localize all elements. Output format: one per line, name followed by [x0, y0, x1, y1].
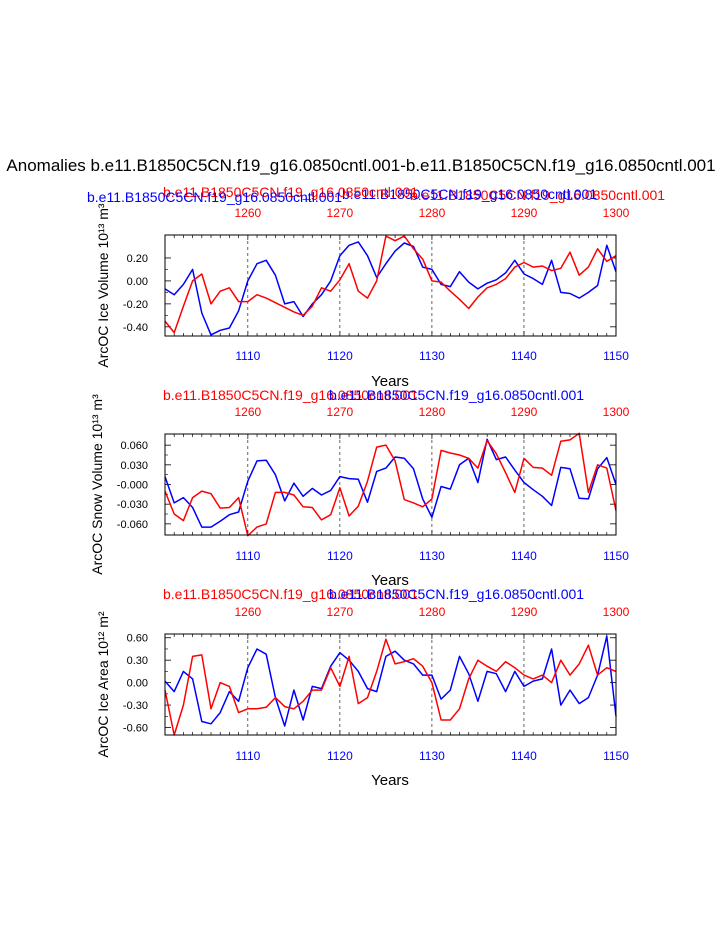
x-tick-label-top: 1260 — [234, 206, 261, 220]
y-tick-label: -0.030 — [117, 499, 148, 511]
y-tick-label: -0.000 — [117, 480, 148, 492]
panel-title-blue-secondary: b.e11.B1850C5CN.f19_g16.0850cntl.001 — [342, 186, 597, 202]
chart-panel-2: b.e11.B1850C5CN.f19_g16.0850cntl.001b.e1… — [89, 387, 630, 589]
panel-title-blue: b.e11.B1850C5CN.f19_g16.0850cntl.001 — [87, 189, 342, 205]
x-tick-label-bottom: 1130 — [419, 349, 445, 363]
x-tick-label-bottom: 1140 — [511, 549, 537, 563]
plot-frame — [164, 234, 617, 337]
panel-title-blue: b.e11.B1850C5CN.f19_g16.0850cntl.001 — [329, 586, 584, 602]
series-line-red — [164, 235, 617, 334]
x-tick-label-bottom: 1150 — [603, 749, 629, 763]
x-tick-label-top: 1280 — [419, 405, 446, 419]
x-tick-label-top: 1260 — [234, 405, 261, 419]
y-tick-label: -0.60 — [123, 723, 148, 735]
x-tick-label-top: 1290 — [511, 405, 538, 419]
x-tick-label-top: 1280 — [419, 605, 446, 619]
chart-panel-3: b.e11.B1850C5CN.f19_g16.0850cntl.001b.e1… — [95, 586, 630, 789]
x-tick-label-bottom: 1120 — [327, 749, 353, 763]
panel-title-blue: b.e11.B1850C5CN.f19_g16.0850cntl.001 — [329, 387, 584, 403]
plot-frame — [164, 633, 617, 736]
x-tick-label-top: 1270 — [327, 405, 354, 419]
x-tick-label-top: 1270 — [327, 206, 354, 220]
figure-main-title: Anomalies b.e11.B1850C5CN.f19_g16.0850cn… — [6, 156, 715, 175]
x-axis-label: Years — [371, 772, 409, 789]
x-tick-label-bottom: 1120 — [327, 549, 353, 563]
y-axis-label: ArcOC Ice Volume 10¹³ m³ — [95, 203, 111, 367]
x-tick-label-top: 1300 — [603, 605, 630, 619]
x-tick-label-bottom: 1140 — [511, 749, 537, 763]
panels: b.e11.B1850C5CN.f19_g16.0850cntl.001b.e1… — [87, 184, 665, 789]
y-tick-label: 0.20 — [127, 253, 148, 265]
panel-title-red: b.e11.B1850C5CN.f19_g16.0850cntl.001 — [163, 586, 418, 602]
series-line-red — [164, 432, 617, 537]
y-tick-label: 0.060 — [120, 440, 148, 452]
x-tick-label-top: 1300 — [603, 206, 630, 220]
y-tick-label: 0.00 — [127, 276, 148, 288]
x-tick-label-bottom: 1110 — [235, 549, 260, 563]
x-tick-label-bottom: 1150 — [603, 549, 629, 563]
x-tick-label-bottom: 1150 — [603, 349, 629, 363]
y-tick-label: -0.060 — [117, 519, 148, 531]
x-tick-label-top: 1280 — [419, 206, 446, 220]
x-tick-label-bottom: 1120 — [327, 349, 353, 363]
y-axis-label: ArcOC Snow Volume 10¹³ m³ — [89, 394, 105, 575]
x-axis-label: Years — [371, 572, 409, 589]
series-line-red — [164, 638, 617, 736]
series-line-blue — [164, 241, 617, 336]
y-tick-label: -0.30 — [123, 700, 148, 712]
x-axis-label: Years — [371, 373, 409, 390]
y-tick-label: 0.00 — [127, 678, 148, 690]
y-tick-label: -0.20 — [123, 299, 148, 311]
x-tick-label-top: 1290 — [511, 605, 538, 619]
x-tick-label-top: 1260 — [234, 605, 261, 619]
y-tick-label: 0.30 — [127, 655, 148, 667]
x-tick-label-bottom: 1130 — [419, 749, 445, 763]
panel-title-red-secondary: b.e11.B1850C5CN.f19_g16.0850cntl.001 — [410, 187, 665, 203]
series-line-blue — [164, 635, 617, 727]
x-tick-label-top: 1290 — [511, 206, 538, 220]
x-tick-label-bottom: 1110 — [235, 749, 260, 763]
panel-title-red: b.e11.B1850C5CN.f19_g16.0850cntl.001 — [163, 184, 418, 200]
x-tick-label-bottom: 1140 — [511, 349, 537, 363]
y-tick-label: -0.40 — [123, 322, 148, 334]
x-tick-label-bottom: 1110 — [235, 349, 260, 363]
panel-title-red: b.e11.B1850C5CN.f19_g16.0850cntl.001 — [163, 387, 418, 403]
plot-frame — [164, 433, 617, 536]
y-axis-label: ArcOC Ice Area 10¹² m² — [95, 611, 111, 758]
y-tick-label: 0.60 — [127, 633, 148, 645]
chart-panel-1: b.e11.B1850C5CN.f19_g16.0850cntl.001b.e1… — [87, 184, 665, 390]
y-tick-label: 0.030 — [120, 460, 148, 472]
x-tick-label-top: 1300 — [603, 405, 630, 419]
x-tick-label-top: 1270 — [327, 605, 354, 619]
x-tick-label-bottom: 1130 — [419, 549, 445, 563]
